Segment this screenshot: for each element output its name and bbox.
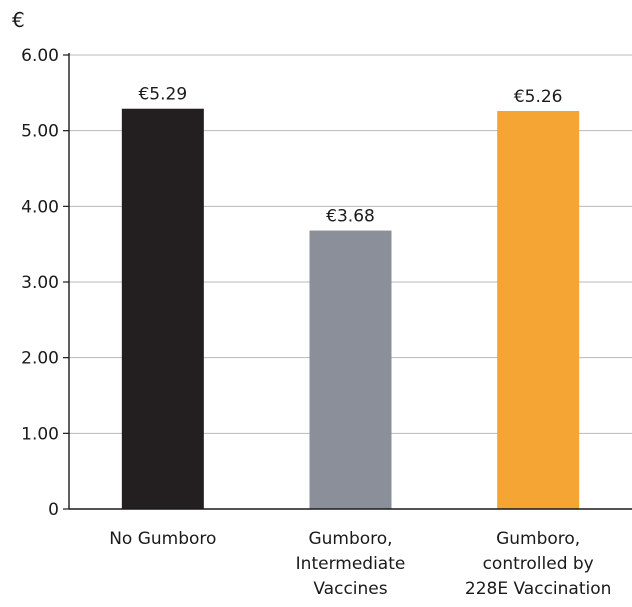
bar [121,108,204,510]
bar-value-label: €5.29 [138,85,187,105]
y-tick-label: 4.00 [21,197,59,217]
category-label-line: No Gumboro [109,529,216,549]
category-label-line: 228E Vaccination [465,579,612,599]
y-axis-ticks: 0 1.00 2.00 3.00 4.00 5.00 6.00 [21,46,69,520]
y-tick-label: 5.00 [21,122,59,142]
category-label-line: Gumboro, [496,529,580,549]
category-label: No Gumboro [109,529,216,549]
bar [497,110,580,509]
category-label-line: controlled by [483,554,594,574]
bars [121,108,580,510]
data-labels: €5.29 €3.68 €5.26 [138,85,562,227]
category-label-line: Gumboro, [308,529,392,549]
y-tick-label: 1.00 [21,424,59,444]
y-tick-label: 3.00 [21,273,59,293]
category-label: Gumboro, controlled by 228E Vaccination [465,529,612,599]
category-labels: No Gumboro Gumboro, Intermediate VaccinesGu… [109,529,611,599]
y-tick-label: 0 [48,500,59,520]
bar-value-label: €3.68 [326,207,375,227]
bar [309,230,392,509]
y-tick-label: 6.00 [21,46,59,66]
y-axis-unit-label: € [12,8,25,32]
y-tick-label: 2.00 [21,349,59,369]
category-label-line: Vaccines [313,579,387,599]
category-label-line: Intermediate [296,554,406,574]
category-label: Gumboro, Intermediate Vaccines [296,529,406,599]
bar-value-label: €5.26 [514,87,563,107]
